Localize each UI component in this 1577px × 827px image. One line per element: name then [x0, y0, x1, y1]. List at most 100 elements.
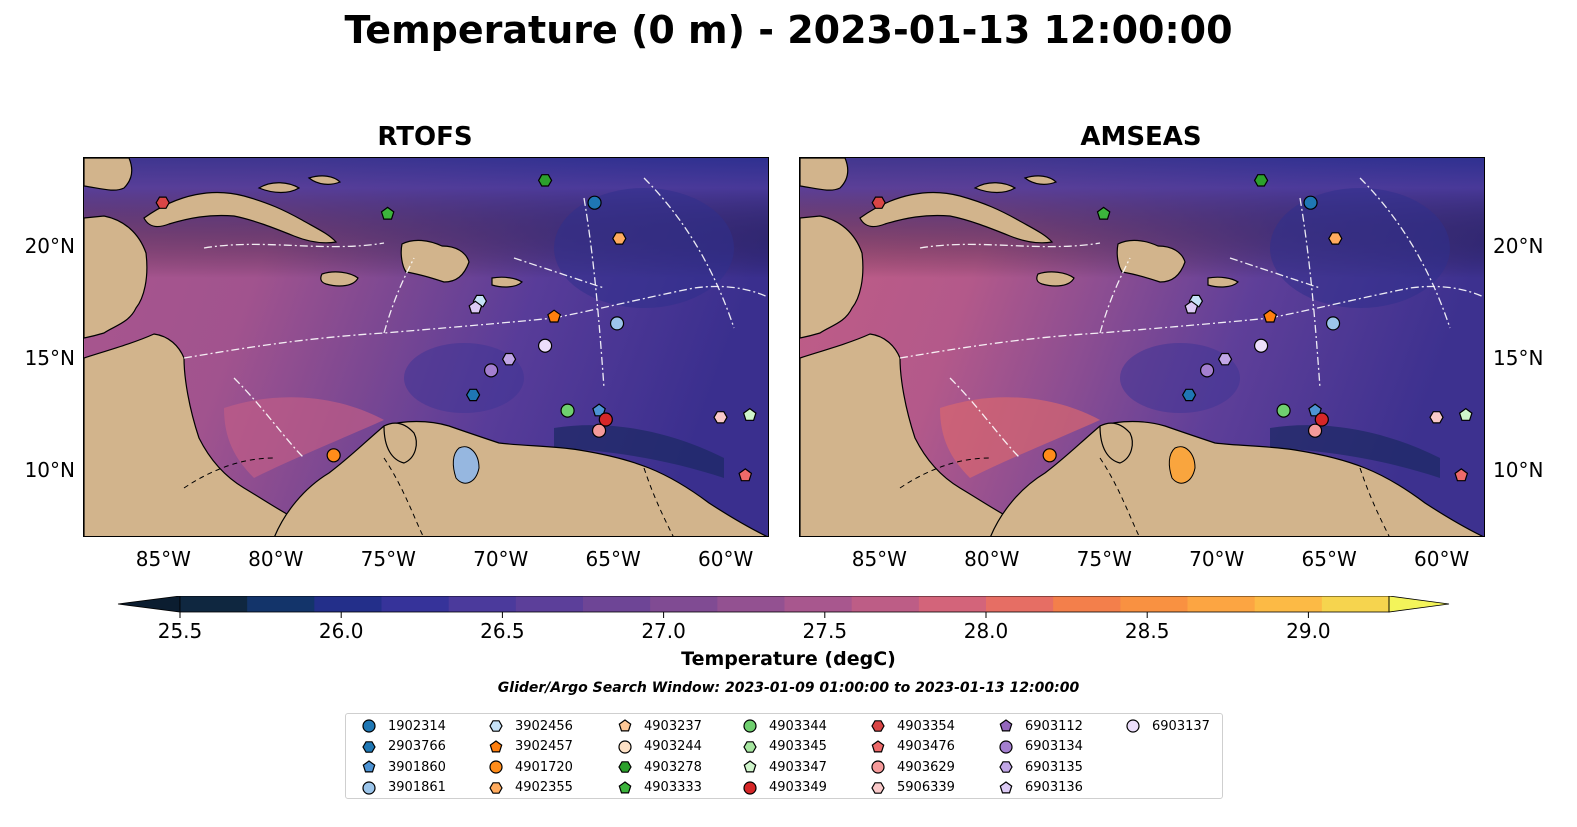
- legend-marker: [999, 719, 1013, 732]
- float-marker-4903354: [871, 196, 886, 209]
- colorbar-tick-label: 28.5: [1125, 619, 1170, 643]
- lat-tick-label-right: 10°N: [1493, 457, 1544, 482]
- eez-boundary: [1229, 257, 1321, 289]
- lake-maracaibo: [452, 446, 480, 484]
- float-marker-2903766: [1181, 388, 1197, 402]
- legend-marker: [489, 720, 503, 732]
- legend-marker: [618, 719, 632, 732]
- eez-boundary: [233, 377, 305, 459]
- colorbar-bin: [784, 596, 853, 612]
- float-marker-5906339: [713, 411, 728, 424]
- legend-label: 1902314: [388, 718, 446, 734]
- legend-item: 4903278: [617, 759, 702, 775]
- panel-title-rtofs: RTOFS: [377, 122, 473, 152]
- land-venezuela_gulf: [383, 422, 417, 464]
- legend-label: 4903333: [644, 780, 702, 795]
- legend-label: 6903112: [1025, 718, 1083, 734]
- legend-item: 3901861: [361, 780, 446, 796]
- lat-tick-label-left: 20°N: [24, 234, 75, 259]
- legend-label: 6903134: [1025, 739, 1083, 754]
- lat-tick-label-right: 20°N: [1493, 234, 1544, 259]
- eez-boundary: [513, 257, 605, 289]
- legend-label: 4903244: [644, 739, 702, 754]
- float-marker-4903344: [1276, 403, 1291, 418]
- float-marker-1902314: [587, 195, 602, 210]
- float-marker-6903135: [501, 352, 517, 366]
- colorbar-bin: [851, 596, 920, 612]
- land-bahamas2: [307, 175, 342, 185]
- colorbar-tick-label: 27.0: [641, 619, 686, 643]
- colorbar-bin: [918, 596, 987, 612]
- legend-label: 4901720: [515, 759, 573, 775]
- legend-marker: [743, 780, 757, 795]
- colorbar-tick-label: 29.0: [1286, 619, 1331, 643]
- legend-marker: [362, 719, 376, 733]
- float-marker-3901860: [592, 403, 606, 417]
- lon-tick-label-amseas: 60°W: [1414, 547, 1470, 571]
- colorbar-bin: [583, 596, 651, 612]
- float-marker-3902457: [547, 309, 562, 323]
- legend-item: 6903136: [998, 780, 1083, 796]
- legend-item: 4903345: [742, 739, 827, 755]
- country-border: [1099, 457, 1140, 536]
- legend-item: 3902457: [488, 739, 573, 755]
- eez-boundary: [583, 197, 605, 389]
- legend-item: 3901860: [361, 759, 446, 775]
- lon-tick-label-rtofs: 70°W: [473, 547, 529, 571]
- float-marker-4902355: [612, 232, 627, 245]
- float-marker-4903333: [380, 206, 395, 220]
- land-venezuela_gulf: [1099, 422, 1133, 464]
- legend-item: 2903766: [361, 739, 446, 755]
- figure-title: Temperature (0 m) - 2023-01-13 12:00:00: [344, 8, 1233, 52]
- colorbar-bin: [314, 596, 383, 612]
- country-border: [383, 457, 424, 536]
- eez-boundary: [1269, 285, 1484, 319]
- lon-tick-label-amseas: 85°W: [851, 547, 907, 571]
- colorbar-tick-label: 27.5: [803, 619, 848, 643]
- legend-label: 3901860: [388, 759, 446, 775]
- legend-marker: [871, 739, 885, 752]
- legend-label: 3902456: [515, 718, 573, 734]
- legend-item: 4902355: [488, 780, 573, 796]
- legend-item: 6903135: [998, 759, 1083, 775]
- lon-tick-label-rtofs: 85°W: [135, 547, 191, 571]
- colorbar-label: Temperature (degC): [681, 648, 896, 670]
- land-jamaica: [1036, 271, 1075, 287]
- float-marker-4903349: [1314, 412, 1329, 427]
- legend-marker: [743, 760, 757, 773]
- country-border: [183, 457, 275, 489]
- float-marker-2903766: [465, 388, 481, 402]
- legend-marker: [618, 780, 632, 793]
- lon-tick-label-amseas: 70°W: [1189, 547, 1245, 571]
- legend-label: 5906339: [897, 780, 955, 795]
- lon-tick-label-rtofs: 80°W: [248, 547, 304, 571]
- lon-tick-label-rtofs: 75°W: [360, 547, 416, 571]
- legend-marker: [871, 781, 885, 794]
- legend-label: 4902355: [515, 780, 573, 795]
- land-central: [800, 333, 1016, 536]
- legend-item: 4903349: [742, 780, 827, 796]
- legend-marker: [489, 781, 503, 794]
- legend-item: 4903354: [870, 718, 955, 734]
- legend-item: 6903137: [1125, 718, 1210, 734]
- legend-marker: [489, 760, 503, 774]
- float-marker-6903135: [1217, 352, 1233, 366]
- float-marker-4903629: [1307, 423, 1323, 438]
- legend-item: 4903333: [617, 780, 702, 796]
- land-jamaica: [320, 271, 359, 287]
- legend-label: 4903347: [769, 759, 827, 775]
- colorbar-bin: [1254, 596, 1323, 612]
- legend-marker: [999, 780, 1013, 793]
- colorbar-tick-label: 25.5: [158, 619, 203, 643]
- float-marker-6903137: [1253, 338, 1269, 353]
- legend-marker: [999, 761, 1013, 773]
- lon-tick-label-amseas: 80°W: [964, 547, 1020, 571]
- search-window-text: Glider/Argo Search Window: 2023-01-09 01…: [497, 680, 1080, 696]
- legend-label: 6903137: [1152, 718, 1210, 734]
- legend-marker: [489, 739, 503, 752]
- colorbar-bin: [1053, 596, 1121, 612]
- float-marker-4903476: [1454, 468, 1469, 482]
- land-yucatan: [84, 215, 148, 339]
- lake-maracaibo: [1168, 446, 1196, 484]
- float-marker-6903136: [1184, 300, 1199, 314]
